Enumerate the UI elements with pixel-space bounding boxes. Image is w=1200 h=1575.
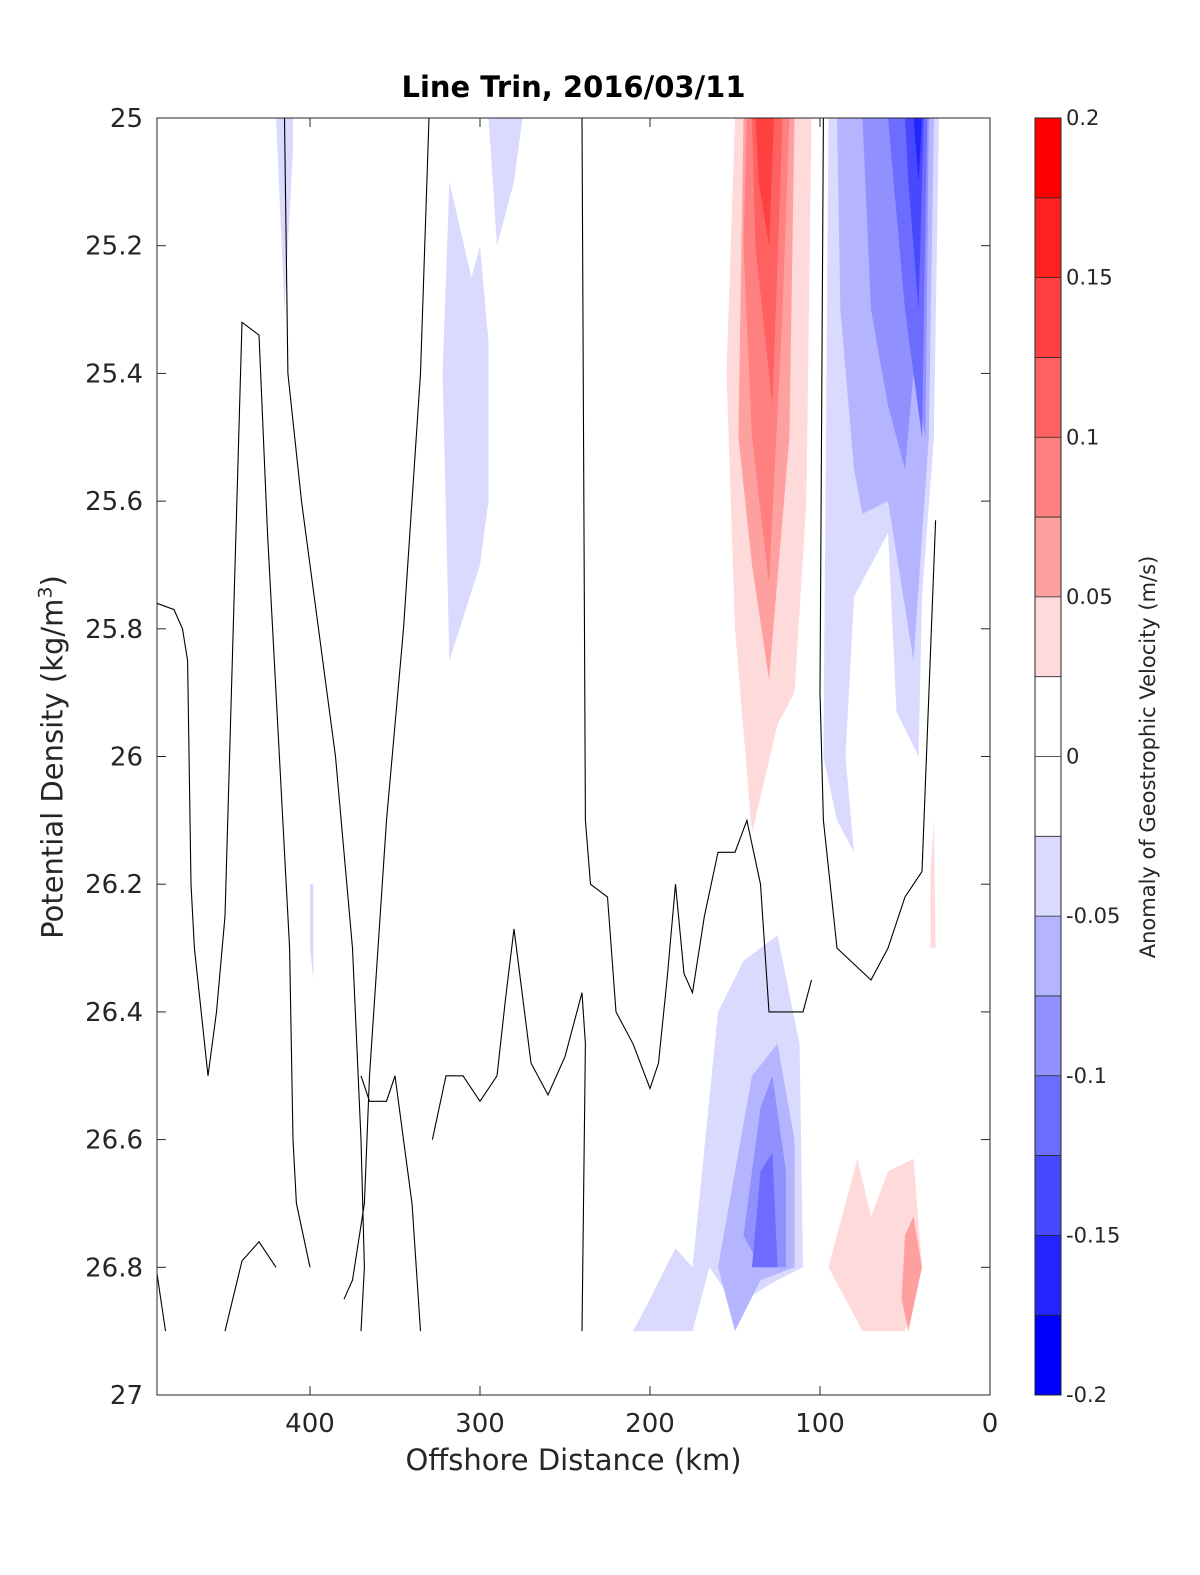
colorbar-tick-label: -0.2: [1066, 1383, 1107, 1407]
zero-contour-line-6: [581, 117, 813, 1091]
colorbar-band: [1035, 836, 1061, 917]
colorbar-tick-label: -0.15: [1066, 1223, 1120, 1247]
colorbar-band: [1035, 596, 1061, 678]
y-tick-label: 26.4: [85, 998, 143, 1028]
zero-contour-line-8: [819, 117, 937, 981]
x-tick-label: 400: [285, 1409, 335, 1439]
zero-contour-line-2: [156, 1273, 167, 1332]
chart-title: Line Trin, 2016/03/11: [401, 70, 746, 104]
velocity-region-2: [395, 118, 429, 355]
colorbar-tick-label: 0.15: [1066, 266, 1113, 290]
velocity-region-22: [752, 1152, 778, 1268]
velocity-region-25: [901, 1216, 922, 1332]
colorbar-band: [1035, 1075, 1061, 1157]
y-tick-label: 26.8: [85, 1253, 143, 1283]
x-tick-label: 0: [982, 1409, 999, 1439]
colorbar-band: [1035, 916, 1061, 997]
zero-contour-line-3: [283, 117, 365, 1332]
y-tick-label: 26.2: [85, 870, 143, 900]
colorbar-band: [1035, 1315, 1061, 1396]
colorbar-band: [1035, 676, 1061, 757]
colorbar-band: [1035, 1155, 1061, 1236]
colorbar-tick-label: -0.05: [1066, 904, 1120, 928]
colorbar-band: [1035, 277, 1061, 358]
velocity-region-9: [752, 118, 783, 406]
velocity-region-10: [755, 118, 775, 246]
zero-contour-line-0: [156, 321, 311, 1268]
y-tick-label: 25.2: [85, 232, 143, 262]
velocity-region-27: [930, 820, 936, 949]
colorbar-band: [1035, 118, 1061, 199]
y-axis-ticks: 25 25.2 25.4 25.6 25.8 26 26.2 26.4 26.6 26.8 27: [85, 104, 990, 1411]
colorbar: 0.2 0.15 0.1 0.05 0 -0.05 -0.1 -0.15 -0.2: [1034, 106, 1120, 1407]
colorbar-band: [1035, 517, 1061, 598]
y-tick-label: 26.6: [85, 1126, 143, 1156]
velocity-region-28: [480, 1318, 497, 1332]
colorbar-band: [1035, 756, 1061, 837]
velocity-fill-regions: [242, 118, 939, 1332]
zero-contours: [156, 117, 937, 1332]
colorbar-band: [1035, 1235, 1061, 1316]
x-axis-ticks: 400 300 200 100 0: [285, 118, 998, 1439]
x-tick-label: 300: [455, 1409, 505, 1439]
colorbar-band: [1035, 357, 1061, 438]
colorbar-tick-label: 0.2: [1066, 106, 1099, 130]
zero-contour-line-1: [224, 1240, 277, 1332]
y-tick-label: 25.8: [85, 615, 143, 645]
velocity-region-17: [242, 616, 276, 1108]
y-tick-label: 26: [110, 743, 143, 773]
zero-contour-line-4: [343, 117, 430, 1300]
y-tick-label: 25.4: [85, 359, 143, 389]
y-tick-label: 27: [110, 1381, 143, 1411]
colorbar-label: Anomaly of Geostrophic Velocity (m/s): [1136, 555, 1160, 959]
y-tick-label: 25.6: [85, 487, 143, 517]
x-tick-label: 200: [625, 1409, 675, 1439]
velocity-region-16: [913, 118, 922, 182]
y-tick-label: 25: [110, 104, 143, 134]
colorbar-tick-label: 0.05: [1066, 585, 1113, 609]
velocity-region-1: [318, 118, 353, 393]
colorbar-tick-label: 0.1: [1066, 425, 1099, 449]
velocity-region-24: [828, 1158, 922, 1332]
y-axis-label: Potential Density (kg/m3): [34, 575, 70, 939]
colorbar-band: [1035, 995, 1061, 1077]
velocity-region-3: [442, 181, 489, 661]
velocity-region-0: [276, 118, 293, 310]
zero-contour-line-7: [431, 928, 586, 1332]
zero-contour-line-5: [360, 1075, 422, 1332]
velocity-region-18: [310, 884, 314, 980]
x-tick-label: 100: [795, 1409, 845, 1439]
x-axis-label: Offshore Distance (km): [405, 1443, 742, 1477]
colorbar-tick-label: 0: [1066, 745, 1079, 769]
colorbar-band: [1035, 437, 1061, 518]
velocity-region-4: [488, 118, 523, 246]
colorbar-box: [1034, 117, 1062, 1396]
colorbar-band: [1035, 197, 1061, 279]
colorbar-tick-label: -0.1: [1066, 1064, 1107, 1088]
